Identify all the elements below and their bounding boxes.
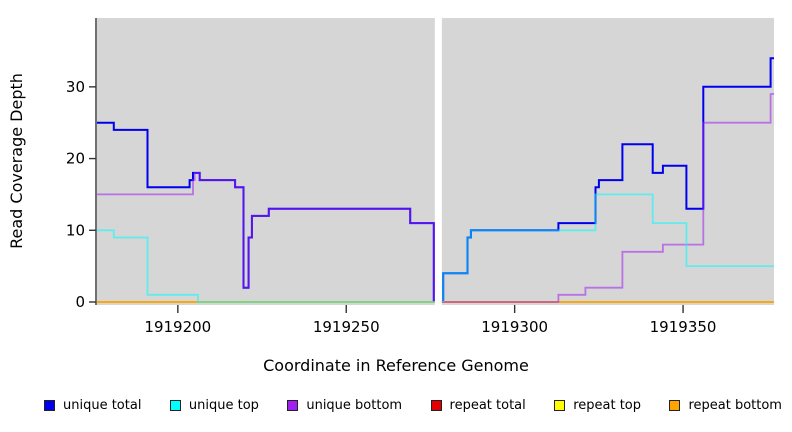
- x-tick-label: 1919250: [313, 318, 380, 336]
- legend-label: repeat bottom: [688, 398, 782, 413]
- legend-item-unique-bottom: unique bottom: [287, 398, 402, 413]
- x-tick-label: 1919200: [144, 318, 211, 336]
- x-tick-label: 1919300: [481, 318, 548, 336]
- legend-swatch-icon: [44, 400, 55, 411]
- plot-panel-2: [441, 18, 774, 305]
- legend-item-repeat-top: repeat top: [554, 398, 641, 413]
- series-unique-bottom-line-seg2: [441, 93, 774, 303]
- x-tick-label: 1919350: [650, 318, 717, 336]
- legend-swatch-icon: [169, 400, 181, 411]
- legend-swatch-icon: [430, 400, 442, 411]
- legend-label: unique total: [63, 398, 142, 413]
- series-unique-top-line-seg1: [97, 229, 435, 303]
- legend-swatch-icon: [287, 400, 299, 411]
- legend-item-unique-top: unique top: [169, 398, 259, 413]
- legend-label: unique top: [188, 398, 259, 413]
- plot-panels: [97, 18, 774, 305]
- legend-item-repeat-bottom: repeat bottom: [669, 398, 782, 413]
- x-axis-label: Coordinate in Reference Genome: [263, 356, 529, 375]
- coverage-plot-svg: 0 10 20 30 1919200 1919250 1919300 1919350 Read…: [7, 18, 774, 336]
- legend-item-unique-total: unique total: [44, 398, 141, 413]
- legend-item-repeat-total: repeat total: [430, 398, 526, 413]
- y-axis-label: Read Coverage Depth: [7, 73, 26, 249]
- legend-swatch-icon: [669, 400, 681, 411]
- legend: unique total unique top unique bottom repea…: [0, 398, 792, 413]
- legend-label: repeat total: [449, 398, 526, 413]
- plot-series: [97, 57, 774, 303]
- legend-label: unique bottom: [306, 398, 403, 413]
- series-unique-bottom-line-seg1: [97, 172, 435, 302]
- y-tick-label: 30: [66, 78, 85, 96]
- y-tick-label: 0: [75, 293, 85, 311]
- legend-label: repeat top: [573, 398, 641, 413]
- series-unique-top-line-seg2: [442, 193, 774, 302]
- plot-panel-1: [97, 18, 435, 305]
- plot-axes: 0 10 20 30 1919200 1919250 1919300 1919350: [66, 18, 717, 336]
- y-tick-label: 20: [66, 150, 85, 168]
- legend-swatch-icon: [554, 400, 566, 411]
- y-tick-label: 10: [66, 221, 85, 239]
